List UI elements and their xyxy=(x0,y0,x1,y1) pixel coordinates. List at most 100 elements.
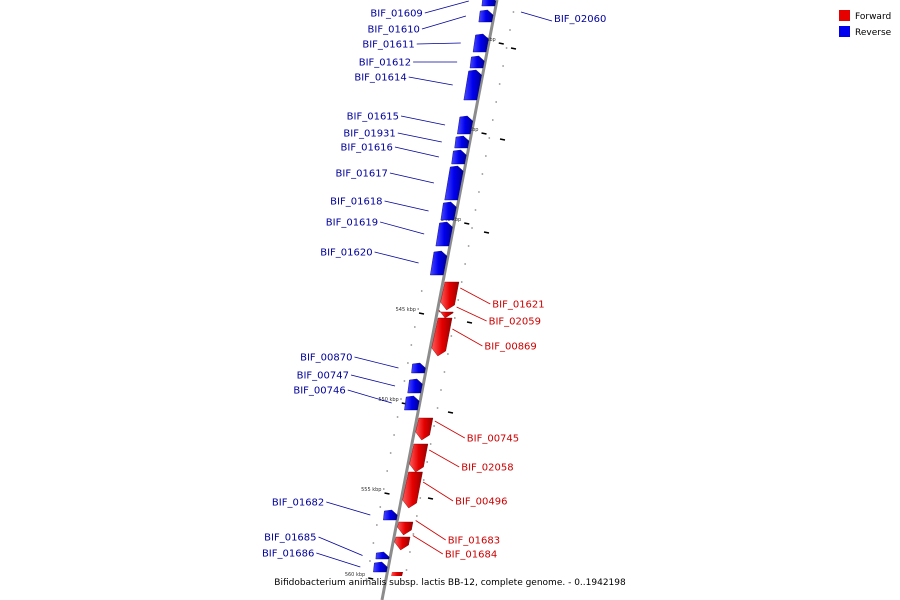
tick-label: 555 kbp xyxy=(361,487,381,493)
reverse-gene-label[interactable]: BIF_01609 xyxy=(370,9,422,20)
reverse-gene-block[interactable] xyxy=(478,9,494,23)
forward-gene-label[interactable]: BIF_01683 xyxy=(448,536,500,547)
legend-reverse-swatch xyxy=(839,26,850,37)
reverse-gene-label[interactable]: BIF_01611 xyxy=(362,40,414,51)
gene-leader-line xyxy=(421,15,467,30)
reverse-gene-block[interactable] xyxy=(407,378,423,394)
reverse-gene-label[interactable]: BIF_01615 xyxy=(347,112,399,123)
gene-leader-line xyxy=(456,306,487,322)
reverse-gene-block[interactable] xyxy=(375,551,390,560)
gene-labels: BIF_01609 BIF_01610 BIF_01611 BIF_01612 BIF_… xyxy=(262,0,606,568)
tick-label: 545 kbp xyxy=(396,307,416,313)
tick-label: 550 kbp xyxy=(378,397,398,403)
reverse-gene-block[interactable] xyxy=(404,395,420,411)
forward-gene-label[interactable]: BIF_02058 xyxy=(461,463,513,474)
gene-track xyxy=(373,0,497,576)
forward-gene-label[interactable]: BIF_00869 xyxy=(484,342,536,353)
gene-leader-line xyxy=(350,374,396,387)
reverse-gene-block[interactable] xyxy=(383,509,398,521)
gene-leader-line xyxy=(347,389,392,404)
reverse-gene-block[interactable] xyxy=(457,115,474,135)
major-tick xyxy=(483,231,490,234)
forward-gene-block[interactable] xyxy=(391,572,403,576)
reverse-gene-label[interactable]: BIF_01614 xyxy=(354,73,406,84)
major-tick xyxy=(368,577,374,580)
reverse-gene-block[interactable] xyxy=(411,362,426,374)
reverse-gene-label[interactable]: BIF_01682 xyxy=(272,498,324,509)
forward-gene-block[interactable] xyxy=(397,521,414,536)
legend-forward-swatch xyxy=(839,10,850,21)
gene-leader-line xyxy=(326,501,371,516)
forward-gene-label[interactable]: BIF_02060 xyxy=(554,14,606,25)
major-tick xyxy=(499,138,506,141)
major-tick xyxy=(510,47,517,50)
forward-gene-label[interactable]: BIF_00496 xyxy=(455,497,507,508)
major-tick xyxy=(418,312,425,315)
gene-leader-line xyxy=(422,481,454,502)
major-tick xyxy=(464,222,470,225)
gene-leader-line xyxy=(384,200,429,212)
gene-leader-line xyxy=(429,449,460,468)
legend-forward-label[interactable]: Forward xyxy=(855,12,891,22)
forward-gene-block[interactable] xyxy=(409,443,429,473)
genome-backbone xyxy=(380,0,499,600)
gene-leader-line xyxy=(424,0,469,14)
gene-leader-line xyxy=(408,76,453,86)
major-tick xyxy=(498,42,504,45)
reverse-gene-label[interactable]: BIF_01619 xyxy=(326,218,378,229)
minor-ticks xyxy=(365,11,515,580)
forward-gene-label[interactable]: BIF_01684 xyxy=(445,550,497,561)
gene-leader-line xyxy=(318,536,363,556)
reverse-gene-block[interactable] xyxy=(430,250,448,276)
reverse-gene-label[interactable]: BIF_01617 xyxy=(336,169,388,180)
gene-leader-line xyxy=(452,328,483,347)
reverse-gene-label[interactable]: BIF_00870 xyxy=(300,353,352,364)
forward-gene-label[interactable]: BIF_01621 xyxy=(492,300,544,311)
reverse-gene-label[interactable]: BIF_00747 xyxy=(297,371,349,382)
forward-gene-block[interactable] xyxy=(415,417,434,441)
reverse-gene-label[interactable]: BIF_00746 xyxy=(293,386,345,397)
reverse-gene-block[interactable] xyxy=(373,561,388,573)
reverse-gene-label[interactable]: BIF_01620 xyxy=(320,248,372,259)
reverse-gene-label[interactable]: BIF_01616 xyxy=(341,143,393,154)
gene-leader-line xyxy=(394,146,439,158)
gene-leader-line xyxy=(415,520,446,541)
forward-gene-block[interactable] xyxy=(438,309,454,319)
gene-leader-line xyxy=(400,115,446,126)
forward-gene-block[interactable] xyxy=(440,281,460,311)
reverse-gene-block[interactable] xyxy=(469,55,485,69)
forward-gene-block[interactable] xyxy=(394,536,411,551)
major-tick xyxy=(447,411,454,414)
legend: Forward Reverse xyxy=(839,10,892,38)
legend-reverse-label[interactable]: Reverse xyxy=(855,28,892,38)
forward-gene-block[interactable] xyxy=(402,471,423,509)
reverse-gene-label[interactable]: BIF_01612 xyxy=(359,58,411,69)
gene-leader-line xyxy=(374,251,419,264)
forward-gene-label[interactable]: BIF_02059 xyxy=(489,317,541,328)
reverse-gene-block[interactable] xyxy=(444,165,464,201)
reverse-gene-label[interactable]: BIF_01686 xyxy=(262,549,314,560)
gene-leader-line xyxy=(416,42,461,45)
reverse-gene-block[interactable] xyxy=(454,135,470,149)
reverse-gene-label[interactable]: BIF_01931 xyxy=(343,129,395,140)
gene-leader-line xyxy=(434,420,465,439)
reverse-gene-block[interactable] xyxy=(451,149,467,165)
forward-gene-block[interactable] xyxy=(431,317,453,357)
reverse-gene-block[interactable] xyxy=(472,33,489,53)
reverse-gene-label[interactable]: BIF_01685 xyxy=(264,533,316,544)
gene-leader-line xyxy=(316,552,361,568)
reverse-gene-label[interactable]: BIF_01610 xyxy=(368,25,420,36)
gene-leader-line xyxy=(397,132,442,143)
reverse-gene-block[interactable] xyxy=(440,201,457,221)
reverse-gene-block[interactable] xyxy=(435,221,453,247)
major-tick xyxy=(466,321,473,324)
genome-caption: Bifidobacterium animalis subsp. lactis B… xyxy=(274,578,626,588)
reverse-gene-label[interactable]: BIF_01618 xyxy=(330,197,382,208)
gene-leader-line xyxy=(412,535,444,555)
reverse-gene-block[interactable] xyxy=(463,69,482,101)
major-tick xyxy=(384,492,390,495)
forward-gene-label[interactable]: BIF_00745 xyxy=(467,434,519,445)
gene-leader-line xyxy=(460,287,491,305)
reverse-gene-block[interactable] xyxy=(481,0,497,7)
